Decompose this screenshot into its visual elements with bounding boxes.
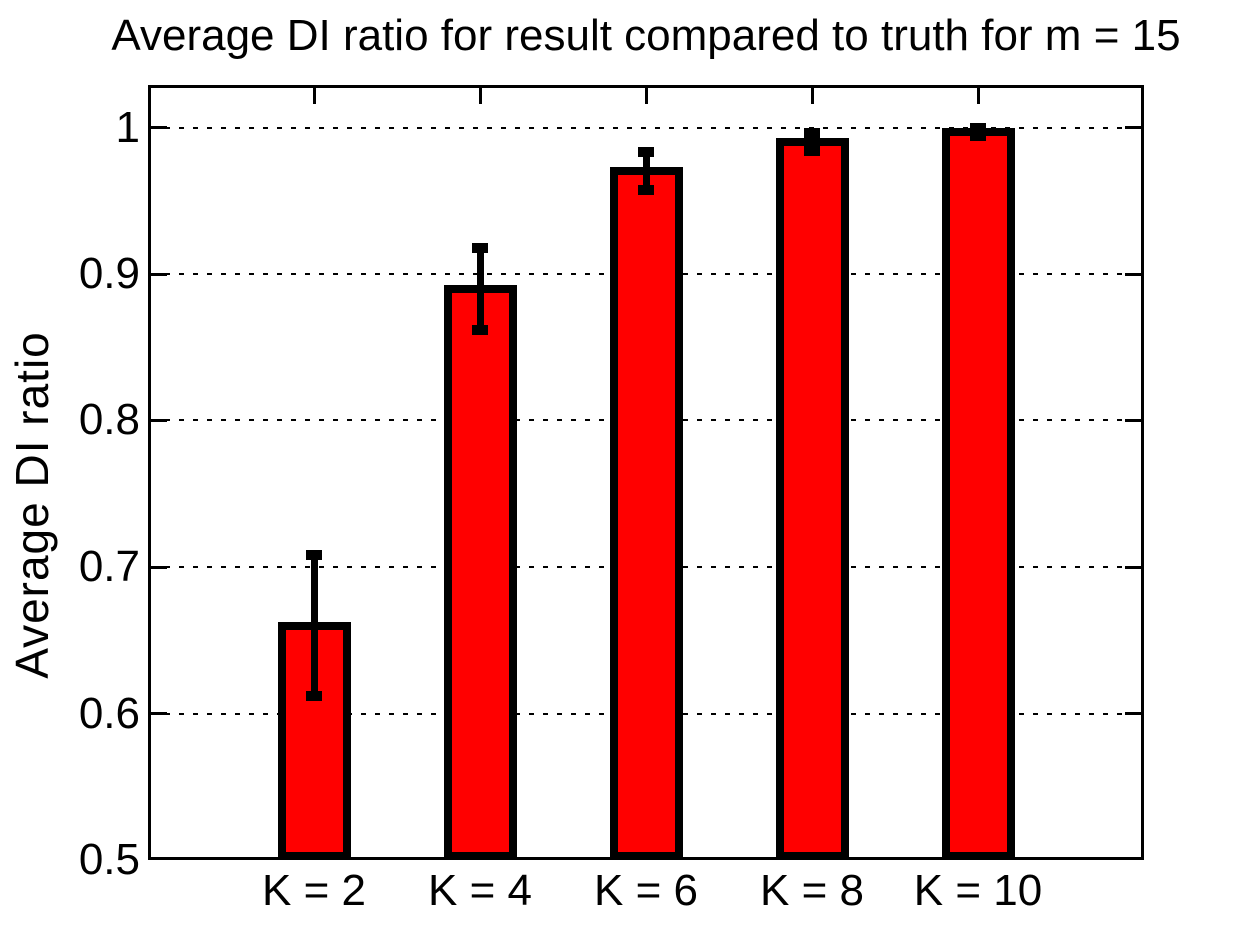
x-axis-tick xyxy=(977,88,980,104)
bar-k4 xyxy=(444,285,517,860)
x-category-label: K = 8 xyxy=(760,866,864,915)
x-axis-tick xyxy=(313,88,316,104)
y-tick-label: 0.5 xyxy=(78,835,140,884)
y-axis-tick xyxy=(1125,273,1141,276)
x-category-label: K = 10 xyxy=(913,866,1043,915)
error-bar-cap-top xyxy=(804,128,820,138)
error-bar-line xyxy=(643,152,650,190)
error-bar-cap-top xyxy=(638,147,654,157)
error-bar-cap-bottom xyxy=(638,185,654,195)
bar-k10 xyxy=(942,128,1015,860)
y-tick-label: 1 xyxy=(115,103,140,152)
y-axis-tick xyxy=(1125,126,1141,129)
bar-k8 xyxy=(776,138,849,860)
y-axis-tick xyxy=(151,273,167,276)
gridline xyxy=(151,127,1141,129)
chart-title: Average DI ratio for result compared to … xyxy=(111,11,1181,60)
error-bar-cap-top xyxy=(970,123,986,133)
y-tick-label: 0.6 xyxy=(78,689,140,738)
y-axis-tick xyxy=(151,712,167,715)
y-axis-tick xyxy=(1125,566,1141,569)
error-bar-cap-bottom xyxy=(804,146,820,156)
error-bar-line xyxy=(311,555,318,696)
error-bar-cap-bottom xyxy=(472,325,488,335)
y-axis-tick xyxy=(151,126,167,129)
error-bar-cap-bottom xyxy=(306,691,322,701)
bar-k6 xyxy=(610,167,683,860)
y-tick-label: 0.8 xyxy=(78,395,140,444)
error-bar-cap-top xyxy=(472,243,488,253)
error-bar-cap-bottom xyxy=(970,131,986,141)
y-axis-tick xyxy=(151,419,167,422)
x-category-label: K = 2 xyxy=(262,866,366,915)
x-axis-tick xyxy=(479,88,482,104)
y-tick-label: 0.9 xyxy=(78,249,140,298)
y-axis-tick xyxy=(1125,712,1141,715)
x-axis-tick xyxy=(811,88,814,104)
error-bar-line xyxy=(477,248,484,330)
x-axis-tick xyxy=(645,88,648,104)
error-bar-cap-top xyxy=(306,550,322,560)
y-axis-tick xyxy=(151,566,167,569)
y-axis-tick xyxy=(1125,419,1141,422)
x-category-label: K = 4 xyxy=(428,866,532,915)
y-tick-label: 0.7 xyxy=(78,542,140,591)
error-bar-line xyxy=(809,133,816,151)
x-category-label: K = 6 xyxy=(594,866,698,915)
